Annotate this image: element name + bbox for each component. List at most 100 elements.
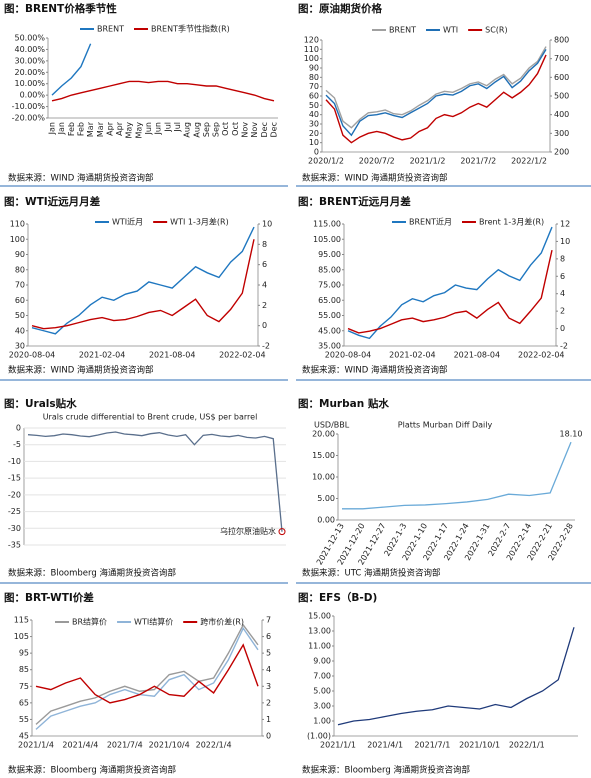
x-tick-label: Dec [260,122,269,137]
y-tick-label: 95.00 [318,250,341,259]
legend-label: WTI 1-3月差(R) [170,217,229,227]
y-tick-label: 70 [15,281,25,290]
x-tick-label: May [134,122,143,139]
y-tick-label: 50 [309,101,319,110]
legend-label: 跨市价差(R) [200,617,244,627]
y2-tick-label: 800 [554,36,569,45]
y-tick-label: 110 [304,45,319,54]
y2-tick-label: 200 [554,148,569,157]
y-tick-label: 20 [309,129,319,138]
subtitle: Urals crude differential to Brent crude,… [43,413,258,422]
y-tick-label: 45.00 [318,326,341,335]
y2-tick-label: 5 [266,649,271,658]
x-tick-label: Aug [192,122,201,138]
y-tick-label: 20.00 [312,430,335,439]
x-tick-label: 2021/4/1 [367,741,403,750]
y-tick-label: 50.00% [14,34,45,43]
y-tick-label: 40 [309,110,319,119]
y-tick-label: 60 [15,296,25,305]
chart-title: 图：BRT-WTI价差 [4,591,94,604]
y-tick-label: -25 [8,507,21,516]
y-tick-label: -20.00% [12,114,46,123]
y-tick-label: -35 [8,541,21,550]
x-tick-label: Sep [202,122,211,137]
y2-tick-label: 4 [262,281,267,290]
y-tick-label: 45 [19,732,29,741]
y-tick-label: -10 [8,457,21,466]
annotation: 乌拉尔原油贴水 [220,526,276,536]
y-tick-label: 5.00 [317,494,335,503]
line [342,441,572,510]
x-tick-label: Jun [154,122,163,136]
x-tick-label: 2020-08-04 [325,351,372,360]
x-tick-label: 2021/7/4 [107,741,143,750]
y-tick-label: 10.00 [312,473,335,482]
y-tick-label: 55 [19,715,29,724]
y-tick-label: 65 [19,698,29,707]
legend-label: BRENT近月 [409,217,452,227]
source: 数据来源：Bloomberg 海通期货投资咨询部 [302,765,470,776]
y2-tick-label: 4 [266,665,271,674]
chart-title: 图：EFS（B-D) [298,591,377,604]
y-tick-label: -30 [8,524,21,533]
x-tick-label: 2020-08-04 [9,351,56,360]
y-tick-label: 10.00% [14,79,45,88]
legend-label: SC(R) [485,26,507,35]
y-tick-label: 80 [15,265,25,274]
y-tick-label: 80 [309,73,319,82]
y-tick-label: 110 [10,220,25,229]
x-tick-label: 2021/1/4 [18,741,54,750]
annotation-marker [278,528,286,536]
y-tick-label: 60 [309,92,319,101]
y-tick-label: -20 [8,490,21,499]
y-tick-label: 40.00% [14,45,45,54]
y-tick-label: 1.00 [313,717,331,726]
y-tick-label: 95 [19,649,29,658]
source: 数据来源：WIND 海通期货投资咨询部 [302,365,448,376]
chart-title: 图：Urals贴水 [4,397,77,410]
y2-tick-label: 600 [554,73,569,82]
y-tick-label: 90 [309,64,319,73]
legend-label: BRENT [97,25,124,34]
x-tick-label: Mar [96,121,105,137]
y2-tick-label: 6 [560,272,565,281]
data-label: 18.10 [560,430,583,439]
x-tick-label: Nov [241,122,250,138]
x-tick-label: Jul [173,122,182,133]
source: 数据来源：UTC 海通期货投资咨询部 [302,568,441,579]
y-tick-label: 5.00 [313,687,331,696]
x-tick-label: 2022/1/1 [509,741,545,750]
y2-tick-label: 400 [554,110,569,119]
y-tick-label: 35.00 [318,342,341,351]
y-tick-label: -15 [8,474,21,483]
y-tick-label: 3.00 [313,702,331,711]
line [35,643,259,704]
y2-tick-label: 8 [560,254,565,263]
legend-label: BR结算价 [72,617,107,627]
line [51,43,92,96]
line [337,627,575,726]
y2-tick-label: 0 [560,324,565,333]
y-tick-label: (1.00) [307,732,331,741]
y-tick-label: 85 [19,665,29,674]
y-tick-label: 13.00 [308,627,331,636]
line [31,226,255,335]
y2-tick-label: 6 [262,260,267,269]
y-tick-label: 0.00 [317,516,335,525]
legend-label: BRENT季节性指数(R) [151,24,230,34]
x-tick-label: 2021/10/4 [149,741,190,750]
x-tick-label: Feb [67,122,76,136]
x-tick-label: 2021/7/2 [460,157,496,166]
source: 数据来源：WIND 海通期货投资咨询部 [8,173,154,184]
y-tick-label: 85.00 [318,265,341,274]
x-tick-label: 2020/7/2 [359,157,395,166]
y-tick-label: 75 [19,682,29,691]
y-tick-label: -10.00% [12,102,46,111]
line [347,226,553,340]
chart-title: 图：BRENT价格季节性 [4,2,117,15]
y-tick-label: 20.00% [14,68,45,77]
source: 数据来源：Bloomberg 海通期货投资咨询部 [8,568,176,579]
legend-label: Brent 1-3月差(R) [479,217,544,227]
y-tick-label: 30.00% [14,56,45,65]
y-tick-label: 65.00 [318,296,341,305]
